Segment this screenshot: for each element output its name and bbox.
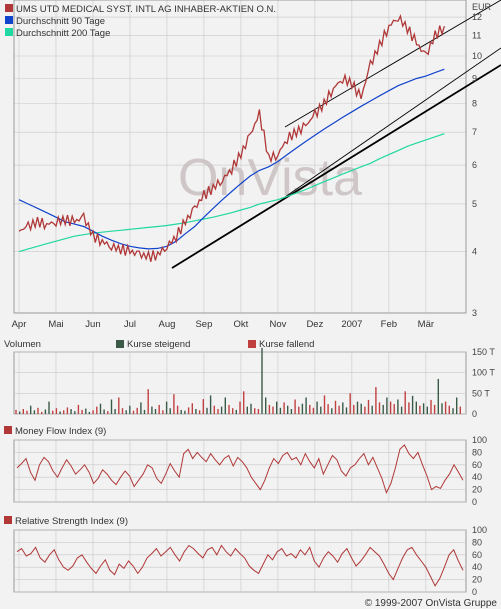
y-tick-label: 100 T — [472, 368, 495, 378]
legend-label-ma90: Durchschnitt 90 Tage — [16, 16, 105, 27]
y-tick-label: 100 — [472, 525, 487, 535]
y-tick-label: 3 — [472, 308, 477, 318]
month-label: Okt — [234, 319, 249, 330]
mfi-panel: Money Flow Index (9) 0 20 40 60 80 100 — [4, 426, 487, 507]
rsi-line — [16, 544, 464, 587]
price-y-axis: 3 4 5 6 7 8 9 10 11 12 — [472, 12, 482, 318]
volume-title: Volumen — [4, 339, 41, 350]
month-label: Mai — [48, 319, 63, 330]
trend-channel — [171, 0, 501, 269]
y-tick-label: 40 — [472, 472, 482, 482]
y-tick-label: 0 — [472, 497, 477, 507]
rsi-grid — [14, 529, 466, 593]
currency-label: EUR — [472, 2, 492, 12]
month-label: Feb — [381, 319, 397, 330]
month-label: Jul — [124, 319, 136, 330]
y-tick-label: 60 — [472, 460, 482, 470]
mfi-y-axis: 0 20 40 60 80 100 — [472, 435, 487, 507]
legend-label-up: Kurse steigend — [127, 339, 190, 350]
rsi-title: Relative Strength Index (9) — [15, 516, 128, 527]
month-axis: Apr Mai Jun Jul Aug Sep Okt Nov Dez 2007 Feb Mär — [12, 319, 434, 330]
month-label: Mär — [418, 319, 434, 330]
volume-y-axis: 0 50 T 100 T 150 T — [472, 347, 495, 419]
channel-middle-line — [284, 47, 501, 198]
month-label: Nov — [269, 319, 286, 330]
y-tick-label: 50 T — [472, 388, 490, 398]
y-tick-label: 11 — [472, 31, 481, 41]
legend-label-price: UMS UTD MEDICAL SYST. INTL AG INHABER-AK… — [16, 4, 276, 15]
y-tick-label: 0 — [472, 409, 477, 419]
channel-upper-line — [284, 0, 501, 128]
legend-swatch-price — [5, 4, 13, 12]
y-tick-label: 60 — [472, 550, 482, 560]
price-grid — [14, 0, 466, 314]
y-tick-label: 8 — [472, 99, 477, 109]
month-label: Jun — [85, 319, 100, 330]
legend-label-down: Kurse fallend — [259, 339, 314, 350]
y-tick-label: 150 T — [472, 347, 495, 357]
y-tick-label: 0 — [472, 587, 477, 597]
month-label: Sep — [195, 319, 212, 330]
mfi-title: Money Flow Index (9) — [15, 426, 106, 437]
y-tick-label: 10 — [472, 51, 482, 61]
copyright: © 1999-2007 OnVista Gruppe — [365, 598, 498, 609]
month-label: Aug — [158, 319, 175, 330]
legend-swatch-ma200 — [5, 28, 13, 36]
y-tick-label: 20 — [472, 575, 482, 585]
trend-line — [171, 64, 501, 269]
month-label: 2007 — [341, 319, 362, 330]
legend-swatch-ma90 — [5, 16, 13, 24]
y-tick-label: 7 — [472, 127, 477, 137]
rsi-panel: Relative Strength Index (9) 0 20 40 60 80 100 — [4, 516, 487, 597]
month-label: Dez — [306, 319, 323, 330]
mfi-grid — [14, 439, 466, 503]
y-tick-label: 9 — [472, 73, 477, 83]
y-tick-label: 5 — [472, 199, 477, 209]
volume-panel: Volumen Kurse steigend Kurse fallend 0 50… — [4, 339, 495, 419]
y-tick-label: 4 — [472, 247, 477, 257]
y-tick-label: 12 — [472, 12, 482, 22]
y-tick-label: 100 — [472, 435, 487, 445]
legend-swatch-down — [248, 340, 256, 348]
mfi-line — [16, 444, 464, 495]
month-label: Apr — [12, 319, 27, 330]
y-tick-label: 40 — [472, 562, 482, 572]
legend-label-ma200: Durchschnitt 200 Tage — [16, 28, 110, 39]
y-tick-label: 6 — [472, 160, 477, 170]
rsi-y-axis: 0 20 40 60 80 100 — [472, 525, 487, 597]
y-tick-label: 80 — [472, 447, 482, 457]
y-tick-label: 80 — [472, 537, 482, 547]
price-line — [18, 13, 446, 262]
price-legend: UMS UTD MEDICAL SYST. INTL AG INHABER-AK… — [5, 4, 276, 39]
volume-bars — [15, 347, 461, 414]
legend-swatch-up — [116, 340, 124, 348]
y-tick-label: 20 — [472, 485, 482, 495]
